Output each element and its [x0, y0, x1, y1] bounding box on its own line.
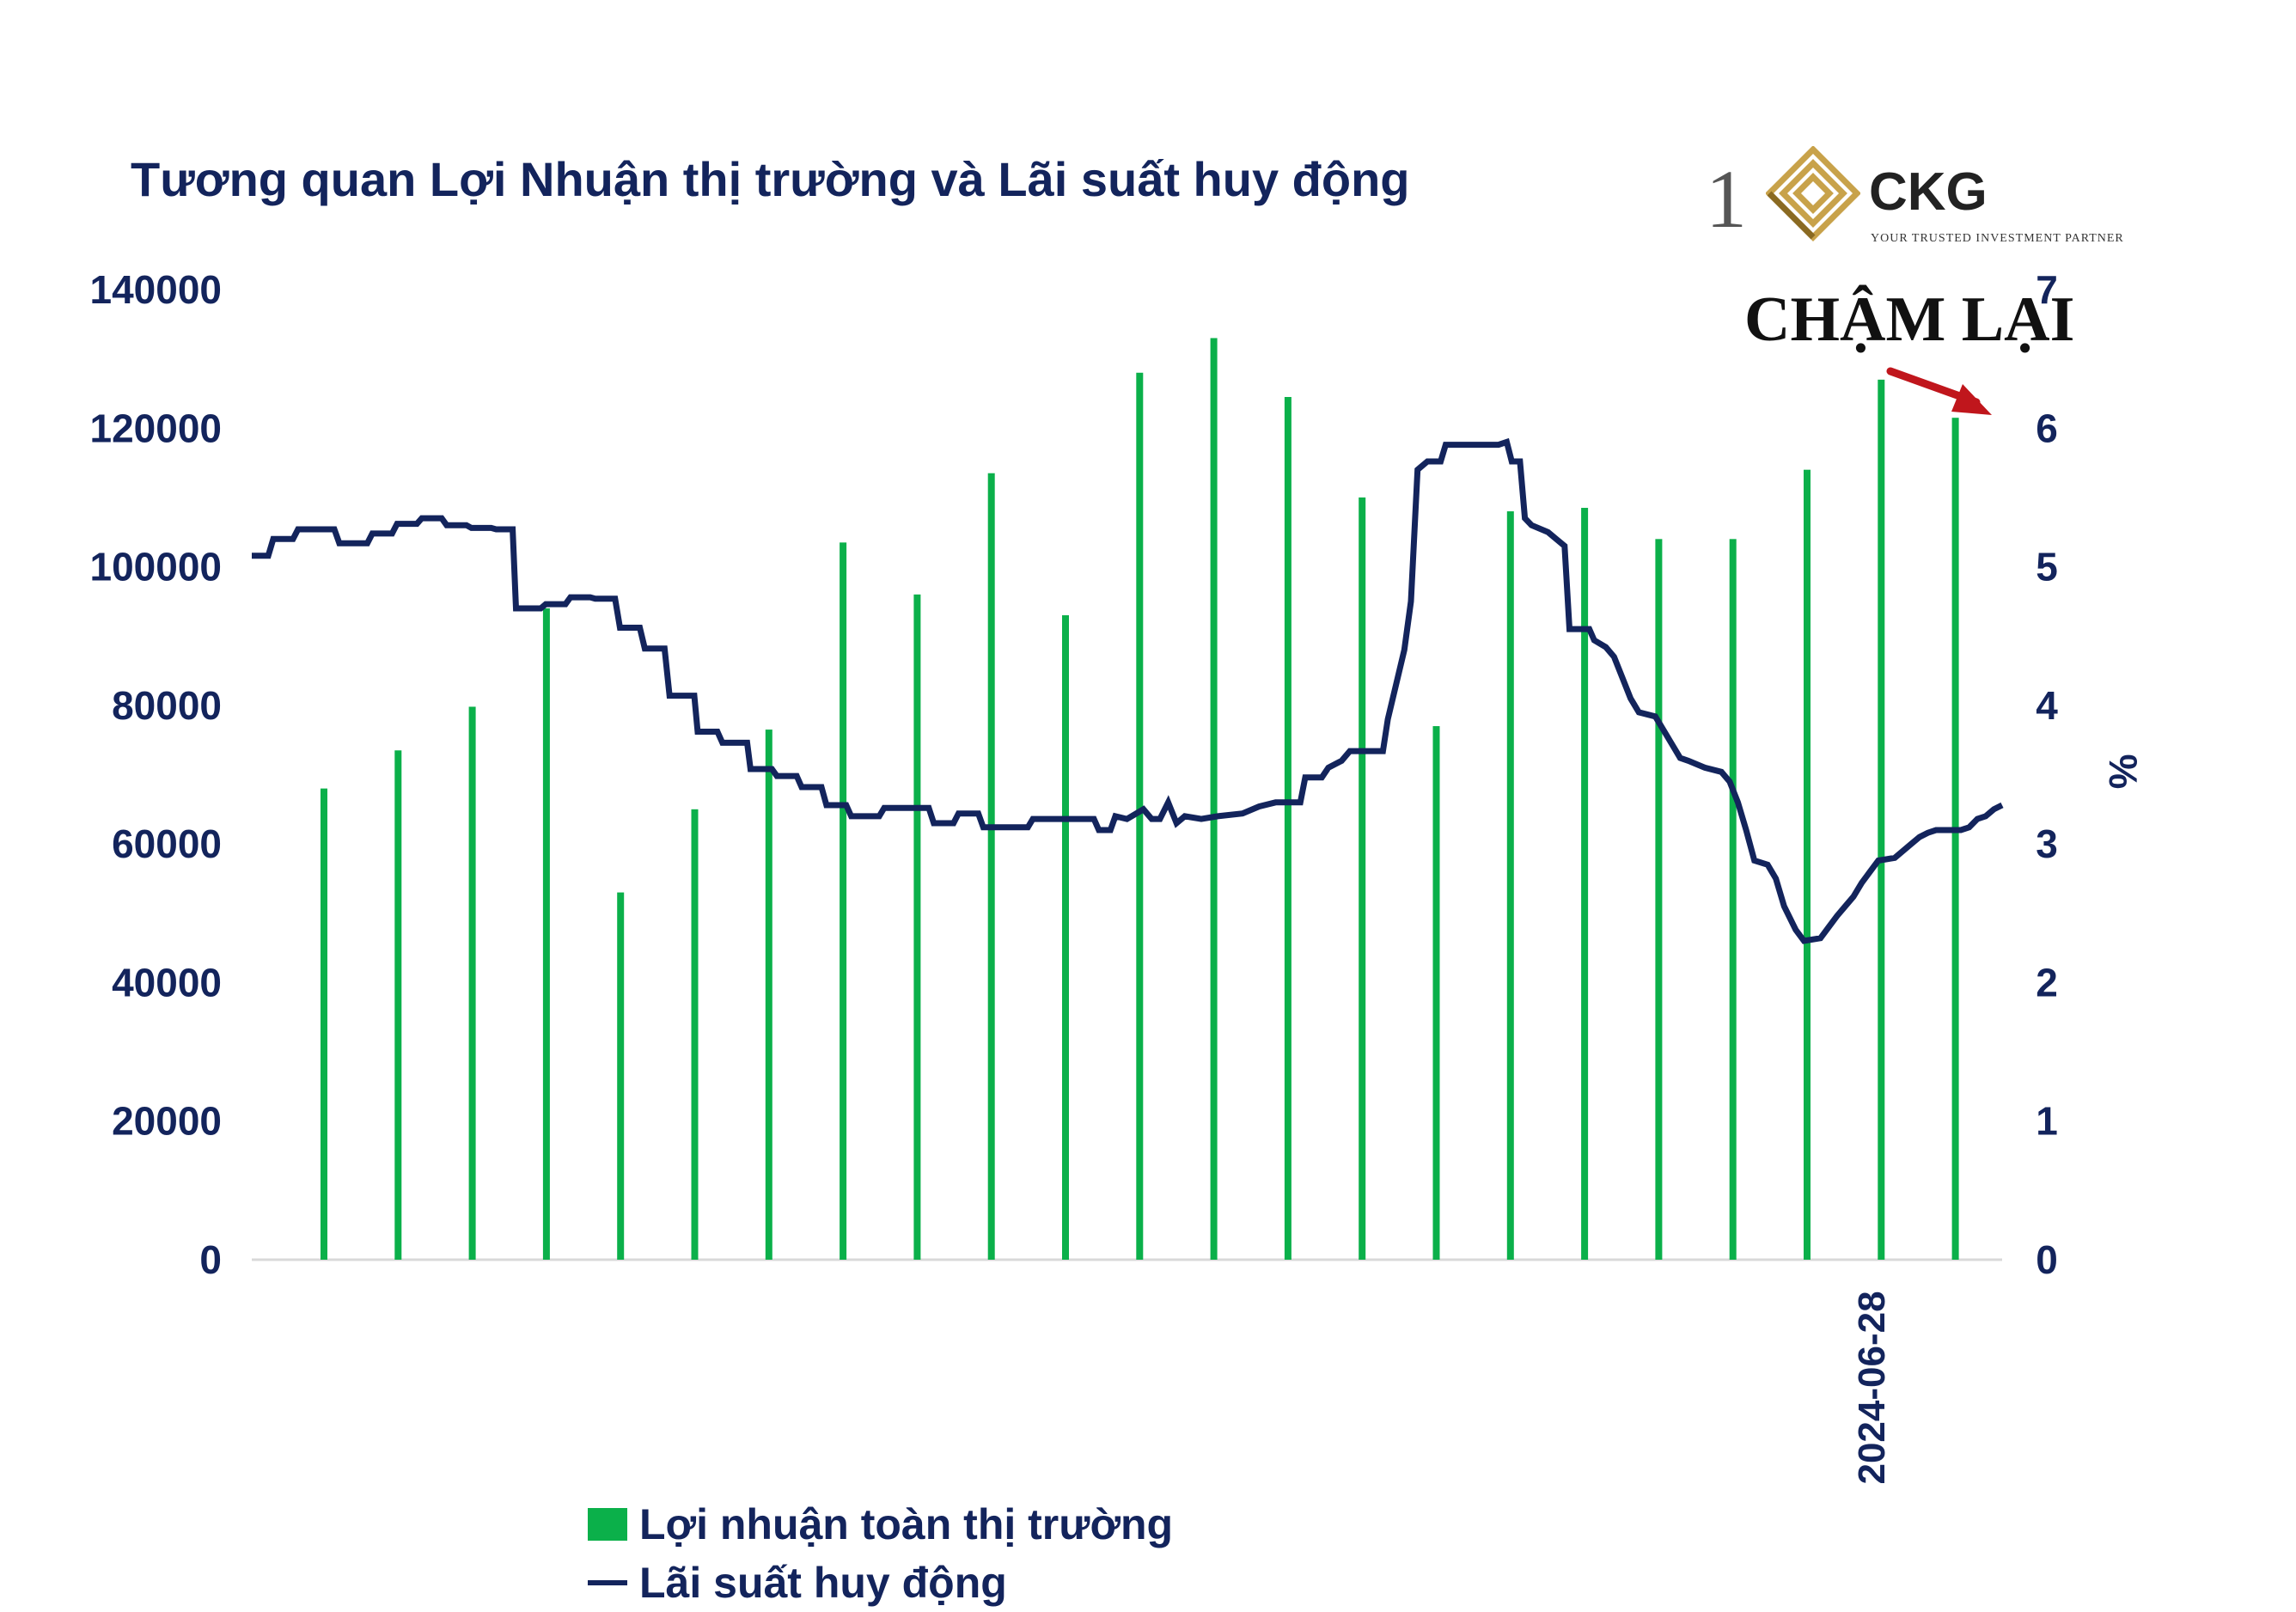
bar-10 [987, 473, 995, 1260]
annotation-text: CHẬM LẠI [1744, 284, 2075, 355]
legend-swatch-line [588, 1580, 627, 1585]
bar-4 [542, 608, 550, 1260]
bar-6 [691, 809, 699, 1260]
bar-21 [1804, 469, 1811, 1260]
chart-title: Tương quan Lợi Nhuận thị trường và Lãi s… [131, 152, 1410, 206]
logo-numeral: 1 [1706, 153, 1747, 245]
bar-13 [1210, 338, 1218, 1261]
logo-name: CKG [1869, 162, 1988, 222]
legend: Lợi nhuận toàn thị trường Lãi suất huy đ… [588, 1495, 1173, 1612]
bar-15 [1359, 497, 1366, 1260]
right-tick-5: 5 [2036, 545, 2058, 589]
bar-7 [765, 730, 772, 1260]
bar-12 [1136, 372, 1144, 1260]
bar-2 [394, 750, 402, 1260]
bar-20 [1729, 539, 1737, 1260]
bar-1 [321, 788, 327, 1260]
left-tick-140000: 140000 [90, 267, 223, 312]
line-series [252, 437, 2004, 944]
bar-16 [1432, 726, 1440, 1260]
bar-series [321, 338, 1959, 1261]
right-tick-7: 7 [2036, 267, 2058, 312]
bar-8 [840, 542, 847, 1260]
brand-logo: 1 CKG YOUR TRUSTED INVESTMENT PARTNER [1706, 146, 2123, 258]
arrow-head-icon [1951, 384, 1992, 415]
right-tick-0: 0 [2036, 1237, 2058, 1282]
bar-9 [913, 594, 921, 1260]
bar-18 [1581, 508, 1589, 1260]
annotation-arrow [1886, 367, 1992, 415]
legend-label-profit: Lợi nhuận toàn thị trường [639, 1500, 1174, 1548]
rate-line [252, 437, 2004, 944]
left-tick-120000: 120000 [90, 406, 223, 450]
left-tick-0: 0 [199, 1237, 222, 1282]
right-axis-label: % [2101, 754, 2146, 790]
right-tick-2: 2 [2036, 960, 2058, 1004]
diamond-logo-icon [1766, 146, 1860, 241]
left-tick-100000: 100000 [90, 545, 223, 589]
bar-14 [1284, 396, 1292, 1260]
left-tick-40000: 40000 [112, 960, 222, 1004]
bar-22 [1878, 379, 1885, 1261]
bar-11 [1062, 615, 1069, 1260]
legend-item-profit: Lợi nhuận toàn thị trường [588, 1495, 1173, 1554]
logo-tagline: YOUR TRUSTED INVESTMENT PARTNER [1871, 232, 2124, 245]
bar-17 [1506, 511, 1514, 1260]
right-tick-4: 4 [2036, 683, 2058, 728]
legend-item-rate: Lãi suất huy động [588, 1554, 1173, 1612]
left-tick-80000: 80000 [112, 683, 222, 728]
left-tick-20000: 20000 [112, 1099, 222, 1144]
left-tick-60000: 60000 [112, 821, 222, 866]
x-tick-label-1: 2024-06-28 [1851, 1291, 1893, 1484]
bar-23 [1951, 418, 1959, 1260]
right-tick-1: 1 [2036, 1099, 2058, 1144]
bar-5 [617, 892, 625, 1260]
axis-ticks: 0 20000 40000 60000 80000 100000 120000 140000 0… [90, 267, 2146, 1485]
bar-19 [1655, 539, 1663, 1260]
right-tick-6: 6 [2036, 406, 2058, 450]
right-tick-3: 3 [2036, 821, 2058, 866]
legend-label-rate: Lãi suất huy động [639, 1559, 1007, 1607]
bar-3 [468, 706, 476, 1260]
legend-swatch-bar [588, 1508, 627, 1541]
